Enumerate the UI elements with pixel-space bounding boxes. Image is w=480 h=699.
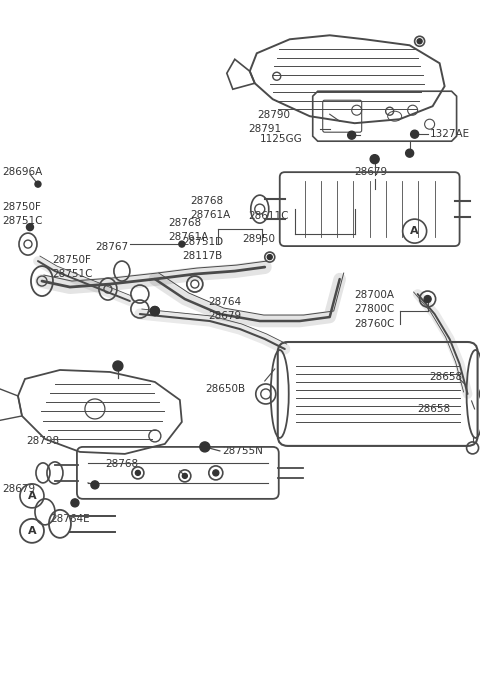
Text: 28761A: 28761A — [190, 210, 230, 220]
Text: 28679: 28679 — [2, 484, 35, 494]
Circle shape — [182, 473, 187, 478]
Text: A: A — [28, 491, 36, 501]
Circle shape — [71, 499, 79, 507]
Text: 28751C: 28751C — [2, 216, 43, 226]
Text: 28750F: 28750F — [52, 255, 91, 265]
Text: 28650B: 28650B — [205, 384, 245, 394]
Circle shape — [113, 361, 123, 371]
Text: 28679: 28679 — [208, 311, 241, 321]
Circle shape — [213, 470, 219, 476]
Text: 28768: 28768 — [190, 196, 223, 206]
Text: 28751D: 28751D — [182, 237, 223, 247]
Circle shape — [91, 481, 99, 489]
Text: 28768: 28768 — [168, 218, 201, 228]
Circle shape — [26, 224, 34, 231]
Circle shape — [410, 130, 419, 138]
Circle shape — [417, 38, 422, 44]
Text: A: A — [28, 526, 36, 536]
Text: 28750F: 28750F — [2, 202, 41, 212]
Text: 28798: 28798 — [26, 436, 59, 446]
Text: 28760C: 28760C — [355, 319, 395, 329]
Text: 28658: 28658 — [430, 372, 463, 382]
Text: 28791: 28791 — [248, 124, 281, 134]
Text: 28611C: 28611C — [248, 211, 288, 221]
Circle shape — [135, 470, 140, 475]
Text: 28790: 28790 — [257, 110, 290, 120]
Circle shape — [200, 442, 210, 452]
Circle shape — [150, 307, 159, 315]
Circle shape — [150, 307, 159, 315]
Text: 28761A: 28761A — [168, 232, 208, 242]
Text: 1125GG: 1125GG — [260, 134, 302, 144]
Text: 28767: 28767 — [95, 242, 128, 252]
Text: 28950: 28950 — [242, 234, 275, 244]
Circle shape — [370, 154, 379, 164]
Text: A: A — [410, 226, 419, 236]
Circle shape — [267, 254, 272, 259]
Text: 1327AE: 1327AE — [430, 129, 470, 139]
Text: 28700A: 28700A — [355, 290, 395, 300]
Text: 28696A: 28696A — [2, 167, 42, 177]
Text: 27800C: 27800C — [355, 304, 395, 314]
Circle shape — [179, 241, 185, 247]
Text: 28117B: 28117B — [182, 251, 222, 261]
Text: 28755N: 28755N — [222, 446, 263, 456]
Circle shape — [406, 149, 414, 157]
Circle shape — [424, 296, 431, 303]
Text: 28764: 28764 — [208, 297, 241, 307]
Text: 28679: 28679 — [355, 167, 388, 177]
Text: 28768: 28768 — [105, 459, 138, 469]
Text: 28764E: 28764E — [50, 514, 90, 524]
Text: 28658: 28658 — [418, 404, 451, 414]
Text: 28751C: 28751C — [52, 269, 93, 279]
Circle shape — [35, 181, 41, 187]
Circle shape — [348, 131, 356, 139]
